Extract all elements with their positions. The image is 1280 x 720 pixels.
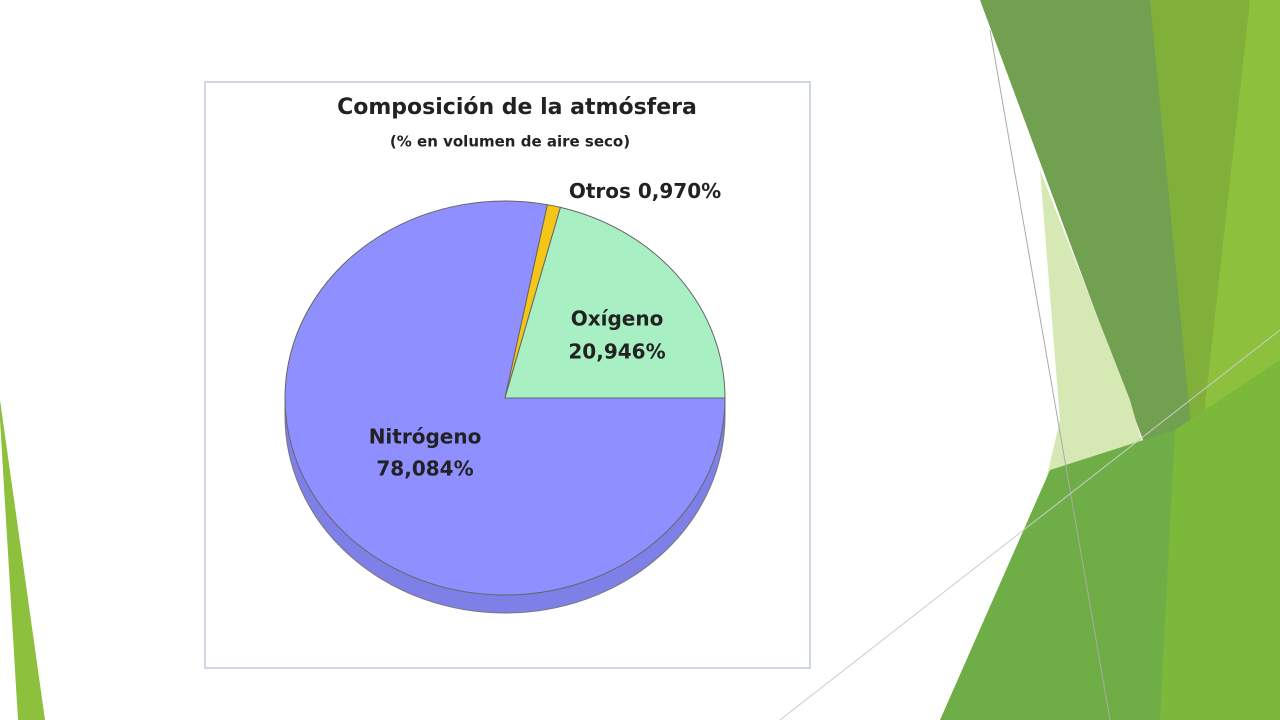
category-label: Oxígeno [571, 307, 664, 331]
chart-subtitle: (% en volumen de aire seco) [390, 133, 630, 151]
category-label: Otros [569, 179, 631, 203]
value-label: 20,946% [568, 340, 665, 364]
value-label: 0,970% [638, 179, 721, 203]
slice-label: Otros 0,970% [569, 179, 721, 203]
chart-title: Composición de la atmósfera [337, 95, 697, 120]
category-label: Nitrógeno [369, 425, 482, 449]
value-label: 78,084% [376, 457, 473, 481]
pie-slice [504, 206, 726, 399]
